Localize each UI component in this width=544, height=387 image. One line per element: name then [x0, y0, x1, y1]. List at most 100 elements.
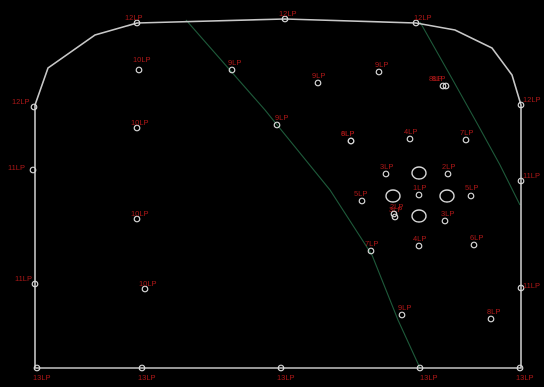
blast-hole-perim-top-left-corner: 12LP [125, 13, 143, 27]
blast-hole-hole-5lp-a: 5LP [354, 189, 367, 205]
blast-hole-perim-right-upper: 12LP [517, 95, 541, 109]
hole-label: 12LP [125, 13, 143, 22]
hole-label: 3LP [441, 209, 454, 218]
hole-label: 8LP [341, 129, 354, 138]
hole-marker [412, 19, 420, 27]
hole-marker [29, 166, 37, 174]
blast-hole-hole-3lp-b: 3LP [389, 205, 402, 221]
blast-hole-hole-6lp-b: 6LP [341, 129, 355, 145]
blast-hole-hole-4lp-a: 4LP [404, 127, 417, 143]
relief-hole-top [411, 166, 427, 180]
hole-label: 5LP [354, 189, 367, 198]
blast-hole-hole-9lp-a: 9LP [228, 58, 241, 74]
blast-hole-hole-10lp-d: 10LP [139, 279, 157, 293]
hole-label: 11LP [15, 274, 32, 283]
hole-marker [228, 66, 236, 74]
blast-hole-perim-bottom-left: 13LP [138, 364, 156, 382]
hole-marker [133, 19, 141, 27]
hole-label: 3LP [389, 205, 402, 214]
blast-hole-hole-8lp-c: 8LP [487, 307, 500, 323]
blast-hole-hole-1lp: 1LP [413, 183, 426, 199]
blast-hole-perim-bottom-right: 13LP [416, 364, 438, 382]
hole-label: 8LP [432, 74, 445, 83]
hole-marker [277, 364, 285, 372]
hole-marker [31, 280, 39, 288]
blast-hole-hole-7lp-b: 7LP [365, 239, 378, 255]
hole-marker [358, 197, 366, 205]
blast-hole-hole-9lp-c: 9LP [375, 60, 388, 76]
blast-hole-perim-left-mid: 11LP [8, 163, 37, 174]
hole-marker [467, 192, 475, 200]
hole-marker [375, 68, 383, 76]
hole-label: 9LP [398, 303, 411, 312]
blast-hole-hole-2lp-a: 2LP [442, 162, 455, 178]
blast-hole-perim-top-right: 12LP [412, 13, 432, 27]
hole-marker [135, 66, 143, 74]
blast-hole-perim-left-lower: 11LP [15, 274, 39, 288]
hole-label: 12LP [279, 9, 297, 18]
hole-marker [470, 241, 478, 249]
hole-marker [281, 15, 289, 23]
blast-hole-hole-3lp-a: 3LP [380, 162, 393, 178]
blast-hole-hole-9lp-e: 9LP [398, 303, 411, 319]
blast-hole-hole-6lp-a: 6LP [470, 233, 483, 249]
hole-label: 8LP [487, 307, 500, 316]
hole-marker [398, 311, 406, 319]
blast-hole-perim-right-lower: 11LP [517, 281, 540, 292]
hole-label: 2LP [442, 162, 455, 171]
hole-marker [462, 136, 470, 144]
hole-marker [516, 364, 524, 372]
hole-marker [273, 121, 281, 129]
hole-marker [390, 210, 398, 218]
hole-label: 13LP [516, 373, 534, 382]
hole-label: 2LP [390, 202, 403, 211]
relief-hole-bottom [411, 209, 427, 223]
fault-line-right [419, 21, 521, 206]
hole-label: 10LP [139, 279, 157, 288]
fault-line-main [185, 19, 421, 369]
fault-lines [185, 19, 521, 369]
blast-hole-perim-bottom-mid: 13LP [277, 364, 295, 382]
hole-marker [141, 285, 149, 293]
hole-label: 7LP [460, 128, 473, 137]
hole-label: 9LP [375, 60, 388, 69]
hole-label: 6LP [341, 129, 354, 138]
hole-marker [382, 170, 390, 178]
relief-hole-right [439, 189, 455, 203]
hole-label: 11LP [523, 281, 540, 290]
hole-label: 9LP [312, 71, 325, 80]
blast-hole-perim-bottom-right-corner: 13LP [516, 364, 534, 382]
hole-marker [367, 247, 375, 255]
blast-hole-hole-10lp-a: 10LP [133, 55, 151, 74]
blast-hole-hole-7lp-a: 7LP [460, 128, 473, 144]
blast-hole-hole-5lp-b: 5LP [465, 183, 478, 200]
blast-hole-hole-10lp-c: 10LP [131, 209, 149, 223]
blast-hole-perim-right-mid: 11LP [517, 171, 540, 185]
hole-marker [347, 137, 355, 145]
hole-label: 13LP [420, 373, 438, 382]
hole-label: 10LP [133, 55, 151, 64]
hole-marker [406, 135, 414, 143]
relief-hole-left [385, 189, 401, 203]
hole-label: 13LP [33, 373, 51, 382]
hole-label: 13LP [138, 373, 156, 382]
blast-hole-hole-9lp-b: 9LP [312, 71, 325, 87]
hole-marker [441, 217, 449, 225]
hole-label: 13LP [277, 373, 295, 382]
hole-label: 5LP [465, 183, 478, 192]
hole-marker [487, 315, 495, 323]
hole-label: 3LP [380, 162, 393, 171]
blast-hole-hole-10lp-b: 10LP [131, 118, 149, 132]
hole-marker [314, 79, 322, 87]
hole-label: 1LP [413, 183, 426, 192]
hole-marker [442, 82, 450, 90]
hole-label: 12LP [12, 97, 30, 106]
relief-holes [385, 166, 455, 223]
hole-marker [415, 191, 423, 199]
hole-label: 12LP [414, 13, 432, 22]
hole-label: 7LP [365, 239, 378, 248]
hole-label: 4LP [404, 127, 417, 136]
hole-label: 9LP [275, 113, 288, 122]
hole-label: 8LP [429, 74, 442, 83]
hole-marker [517, 284, 525, 292]
